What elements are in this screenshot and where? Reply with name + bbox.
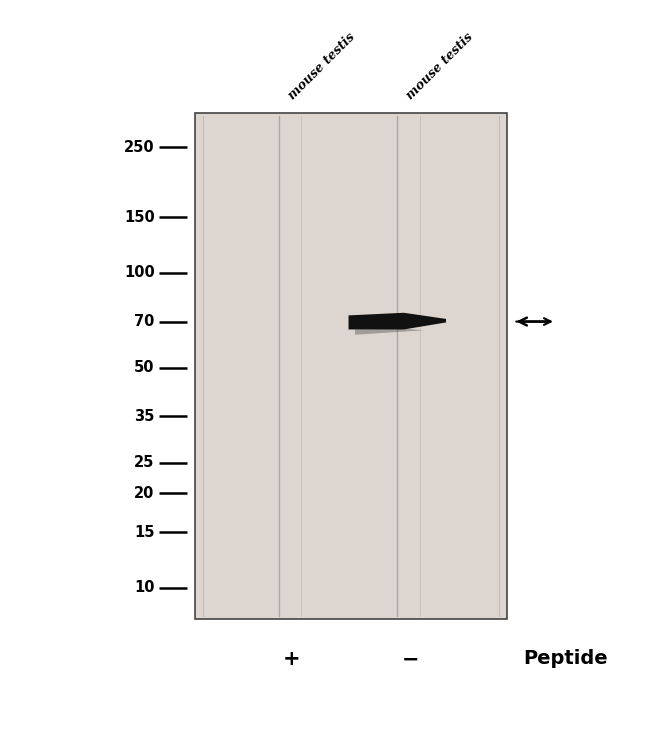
Text: 150: 150 (124, 209, 155, 225)
Text: Peptide: Peptide (523, 649, 608, 668)
Text: 15: 15 (134, 525, 155, 540)
Text: 20: 20 (135, 485, 155, 501)
Text: 250: 250 (124, 140, 155, 154)
Text: +: + (283, 649, 300, 669)
Text: 100: 100 (124, 265, 155, 280)
Text: 10: 10 (134, 580, 155, 596)
Text: 25: 25 (135, 455, 155, 470)
Text: 35: 35 (135, 409, 155, 424)
Bar (195, 113, 507, 619)
Text: mouse testis: mouse testis (404, 31, 476, 102)
Text: −: − (402, 649, 419, 669)
Polygon shape (355, 329, 423, 335)
Text: 50: 50 (134, 360, 155, 375)
Polygon shape (348, 313, 446, 329)
Text: 70: 70 (135, 314, 155, 329)
Text: mouse testis: mouse testis (286, 31, 358, 102)
